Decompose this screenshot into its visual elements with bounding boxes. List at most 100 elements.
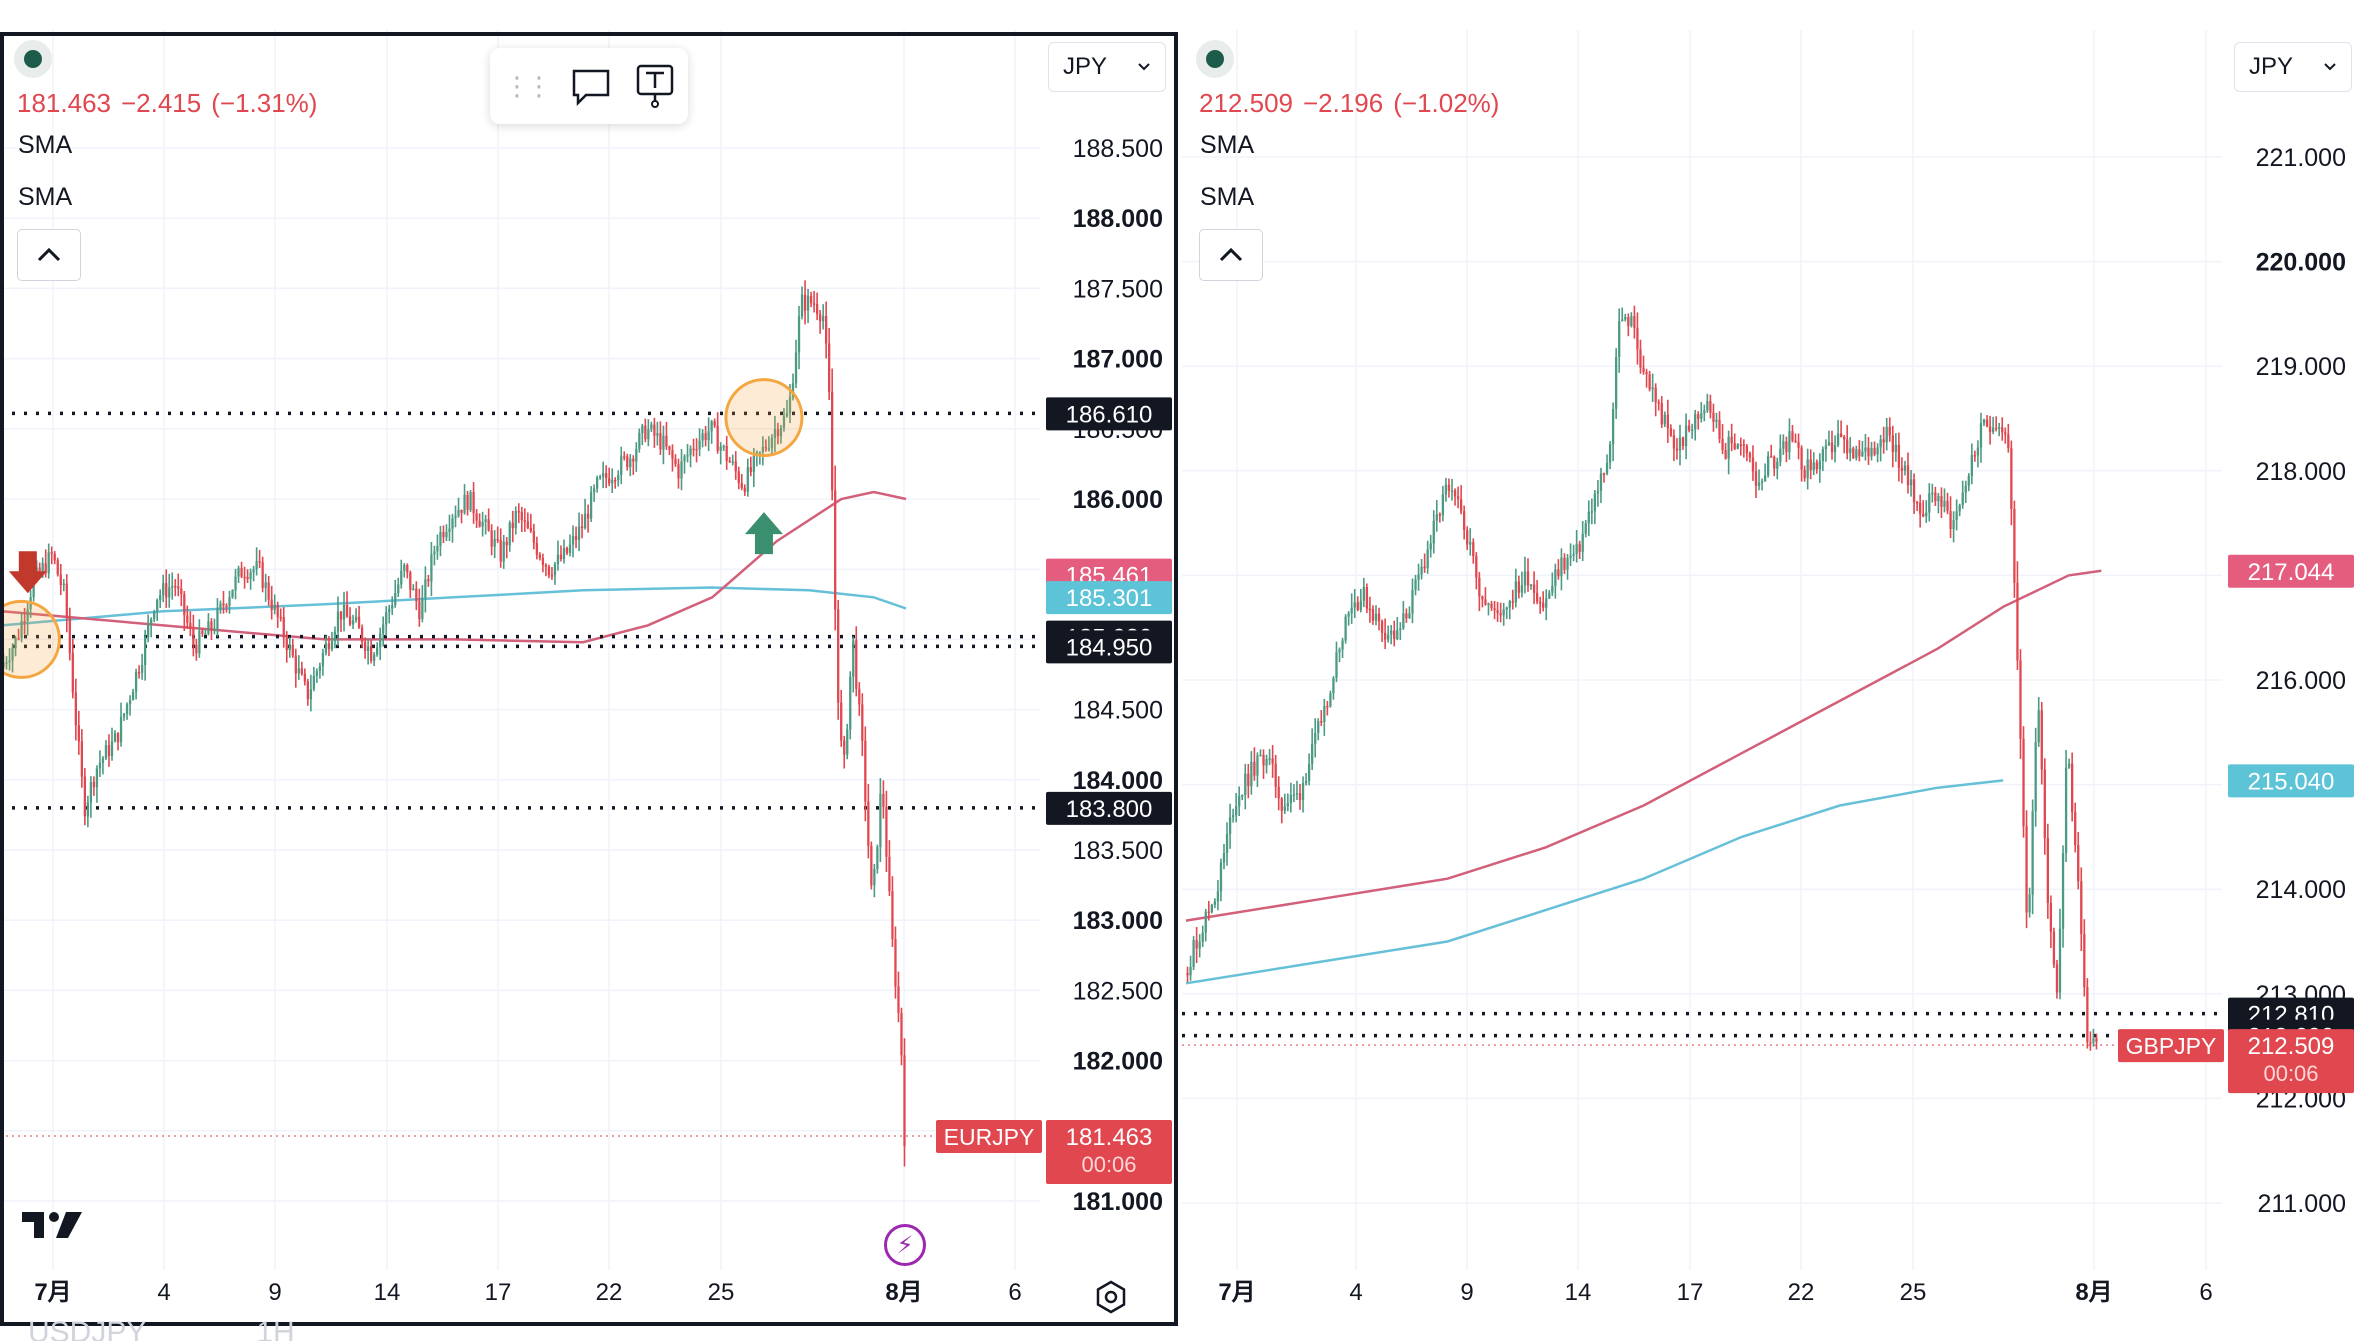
candle-body [1298,793,1302,800]
left-currency-select[interactable]: JPY [1048,42,1166,92]
right-indicator-sma-2[interactable]: SMA [1200,183,1255,211]
candle-body [782,416,786,428]
candle-body [1818,460,1821,470]
candle-body [1320,721,1323,723]
comment-icon[interactable] [570,61,612,111]
candle-body [571,536,575,545]
candle-body [1250,761,1253,787]
status-dot-icon[interactable] [14,40,52,78]
left-change: −2.415 [120,88,202,118]
candle-body [1463,511,1466,531]
candle-body [885,806,888,857]
candle-body [249,572,252,579]
candle-body [620,456,623,476]
eurjpy-chart-canvas[interactable]: 188.500188.000187.500187.000186.500186.0… [0,0,1178,1341]
candle-body [41,563,44,573]
left-indicator-sma-1[interactable]: SMA [18,131,73,159]
candle-body [1539,601,1542,604]
candle-body [448,528,451,533]
candle-body [740,482,743,488]
candle-body [1633,316,1636,329]
candle-body [505,541,508,546]
candle-body [2043,769,2046,839]
candle-body [559,554,563,560]
bolt-icon[interactable]: ⚡ [884,1224,926,1266]
candle-body [318,666,322,672]
candle-body [2037,710,2040,743]
bottom-symbol: USDJPY [28,1316,147,1341]
candle-body [1532,584,1536,593]
candle-body [773,429,777,438]
candle-body [1271,758,1274,764]
candle-body [1590,511,1593,513]
candle-body [1396,629,1399,640]
candle-body [391,605,394,609]
right-chart-panel[interactable]: 221.000220.000219.000218.000217.000216.0… [1182,0,2360,1341]
candle-body [562,547,566,560]
candle-body [65,583,68,618]
gbpjpy-chart-canvas[interactable]: 221.000220.000219.000218.000217.000216.0… [1182,0,2360,1341]
candle-body [357,616,361,628]
candle-body [2031,811,2034,895]
tradingview-logo-icon[interactable] [22,1208,86,1242]
candle-body [1730,436,1733,444]
candle-body [1742,444,1745,446]
candle-body [1630,316,1633,326]
candle-body [689,448,692,456]
candle-body [454,515,457,519]
gear-icon[interactable] [1094,1280,1128,1314]
candle-body [1420,566,1423,575]
price-axis-label-text: 181.463 [1066,1124,1153,1151]
right-currency-select[interactable]: JPY [2234,42,2352,92]
candle-body [1928,493,1931,513]
candle-body [1216,891,1220,902]
right-indicator-sma-1[interactable]: SMA [1200,131,1255,159]
candle-body [418,601,421,620]
candle-body [1587,511,1590,524]
candle-body [1900,467,1904,471]
candle-body [592,488,596,493]
candle-body [472,492,475,514]
candle-body [686,455,689,457]
y-tick-label: 187.500 [1073,275,1163,303]
symbol-tag-text: EURJPY [944,1124,1035,1150]
x-tick-label: 9 [1460,1279,1473,1306]
status-dot-icon[interactable] [1196,40,1234,78]
candle-body [11,648,14,661]
countdown-text: 00:06 [2263,1061,2318,1086]
text-note-icon[interactable] [634,61,676,111]
candle-body [1368,608,1372,611]
candle-body [1390,630,1393,635]
x-tick-label: 17 [485,1279,512,1306]
candle-body [864,740,867,802]
candle-body [785,413,789,417]
candle-body [1973,455,1977,457]
candle-body [1560,557,1563,577]
x-tick-label: 7月 [1218,1279,1255,1306]
candle-body [1812,462,1815,471]
y-tick-label: 181.000 [1073,1188,1163,1216]
candle-body [1870,448,1873,457]
candle-body [770,437,774,449]
candle-body [704,433,707,441]
candle-body [409,572,412,590]
candle-body [1207,911,1210,914]
left-chart-panel[interactable]: 188.500188.000187.500187.000186.500186.0… [0,0,1178,1341]
price-axis-label: 184.950 [1046,630,1172,664]
y-tick-label: 211.000 [2257,1190,2346,1218]
candle-body [1265,759,1268,766]
candle-body [2025,826,2028,913]
candle-body [1466,530,1469,545]
candle-body [517,511,520,513]
candle-body [1985,419,1989,427]
left-indicator-sma-2[interactable]: SMA [18,183,73,211]
candle-body [348,616,352,625]
right-collapse-legend-button[interactable] [1199,229,1263,281]
candle-body [846,729,849,755]
drag-grip-icon[interactable]: ⋮⋮ [504,70,552,101]
candle-body [665,435,668,447]
left-collapse-legend-button[interactable] [17,229,81,281]
candle-body [541,558,545,565]
candle-body [171,585,174,588]
